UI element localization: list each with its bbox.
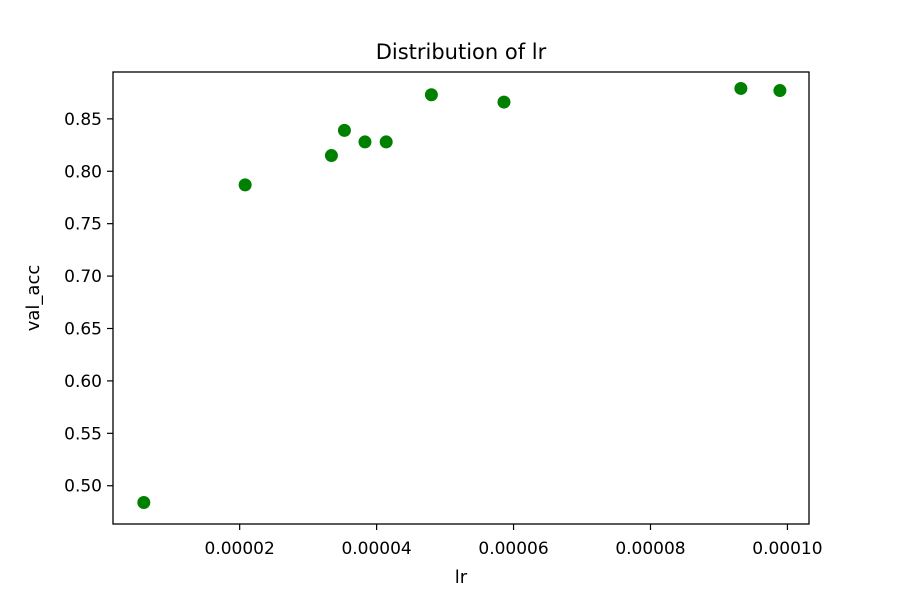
data-point-6 [379, 135, 393, 149]
x-tick-label: 0.00010 [752, 539, 822, 559]
x-tick-label: 0.00006 [478, 539, 548, 559]
data-point-3 [324, 149, 338, 163]
data-point-2 [238, 178, 252, 192]
data-point-8 [497, 95, 511, 109]
y-tick-label: 0.80 [64, 162, 102, 182]
chart-title: Distribution of lr [376, 40, 547, 64]
y-tick-label: 0.55 [64, 424, 102, 444]
y-tick-label: 0.85 [64, 110, 102, 130]
data-points [137, 81, 787, 510]
data-point-4 [337, 123, 351, 137]
data-point-9 [734, 81, 748, 95]
data-point-10 [773, 84, 787, 98]
data-point-7 [424, 88, 438, 102]
y-axis-label: val_acc [23, 265, 44, 332]
y-tick-label: 0.60 [64, 372, 102, 392]
y-tick-label: 0.75 [64, 215, 102, 235]
x-tick-label: 0.00004 [341, 539, 411, 559]
y-tick-label: 0.65 [64, 320, 102, 340]
x-tick-label: 0.00002 [205, 539, 275, 559]
y-tick-label: 0.50 [64, 477, 102, 497]
data-point-5 [358, 135, 372, 149]
x-axis-ticks: 0.00002 0.00004 0.00006 0.00008 0.00010 [205, 524, 823, 559]
plot-frame [112, 71, 810, 525]
data-point-1 [137, 496, 151, 510]
y-tick-label: 0.70 [64, 267, 102, 287]
x-tick-label: 0.00008 [615, 539, 685, 559]
y-axis-ticks: 0.50 0.55 0.60 0.65 0.70 0.75 0.80 0.85 [64, 110, 113, 497]
x-axis-label: lr [455, 567, 468, 588]
